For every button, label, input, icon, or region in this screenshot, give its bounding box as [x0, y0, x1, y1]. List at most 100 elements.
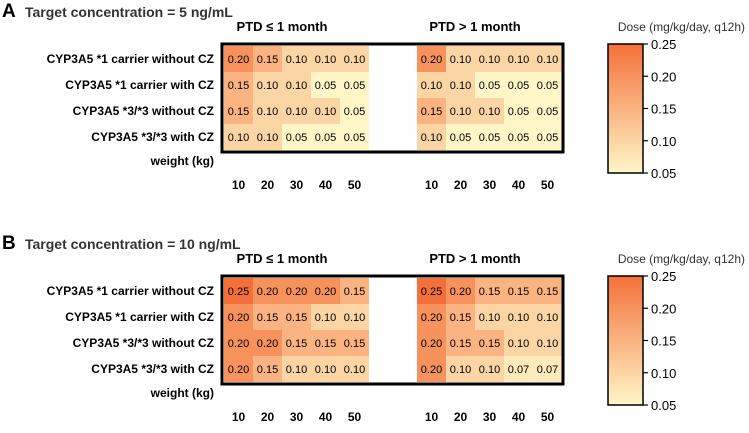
- cell-value-label: 0.10: [537, 54, 558, 66]
- cell-value-label: 0.07: [508, 364, 529, 376]
- cell-value-label: 0.10: [508, 312, 529, 324]
- cell-value-label: 0.05: [315, 80, 336, 92]
- x-tick-label: 30: [483, 410, 497, 424]
- colorbar-tick-label: 0.15: [651, 334, 676, 349]
- cell-value-label: 0.10: [479, 364, 500, 376]
- x-tick-label: 50: [348, 178, 362, 192]
- row-label: CYP3A5 *1 carrier without CZ: [47, 284, 214, 298]
- cell-value-label: 0.05: [344, 132, 365, 144]
- x-axis-label: weight (kg): [150, 386, 214, 400]
- colorbar-label: Dose (mg/kg/day, q12h): [618, 252, 745, 266]
- heatmap-cell: [446, 46, 475, 72]
- row-label: CYP3A5 *3/*3 with CZ: [91, 130, 214, 144]
- heatmap-cell: [475, 304, 504, 330]
- heatmap-cell: [533, 72, 562, 98]
- cell-value-label: 0.10: [286, 80, 307, 92]
- heatmap-cell: [504, 304, 533, 330]
- x-tick-label: 10: [425, 410, 439, 424]
- colorbar-tick-label: 0.15: [651, 102, 676, 117]
- cell-value-label: 0.10: [479, 106, 500, 118]
- cell-value-label: 0.15: [479, 338, 500, 350]
- heatmap-cell: [533, 46, 562, 72]
- row-label: CYP3A5 *1 carrier with CZ: [65, 78, 214, 92]
- cell-value-label: 0.05: [344, 80, 365, 92]
- cell-value-label: 0.05: [508, 132, 529, 144]
- heatmap-cell: [340, 356, 369, 382]
- cell-value-label: 0.10: [344, 312, 365, 324]
- cell-value-label: 0.25: [228, 286, 249, 298]
- cell-value-label: 0.10: [508, 54, 529, 66]
- heatmap-cell: [504, 98, 533, 124]
- heatmap-cell: [446, 356, 475, 382]
- cell-value-label: 0.20: [257, 286, 278, 298]
- heatmap-cell: [311, 304, 340, 330]
- x-tick-label: 30: [290, 178, 304, 192]
- heatmap-cell: [504, 356, 533, 382]
- cell-value-label: 0.15: [257, 364, 278, 376]
- heatmap-cell: [504, 278, 533, 304]
- heatmap-cell: [311, 330, 340, 356]
- heatmap-cell: [533, 124, 562, 150]
- heatmap-cell: [504, 46, 533, 72]
- heatmap-cell: [504, 330, 533, 356]
- heatmap-cell: [475, 72, 504, 98]
- heatmap-cell: [533, 98, 562, 124]
- colorbar-tick-label: 0.05: [651, 166, 676, 181]
- row-label: CYP3A5 *3/*3 with CZ: [91, 362, 214, 376]
- cell-value-label: 0.07: [537, 364, 558, 376]
- x-axis-label: weight (kg): [150, 154, 214, 168]
- heatmap-cell: [475, 330, 504, 356]
- row-label: CYP3A5 *3/*3 without CZ: [73, 336, 214, 350]
- heatmap-cell: [224, 124, 253, 150]
- heatmap-cell: [446, 278, 475, 304]
- heatmap-cell: [504, 124, 533, 150]
- heatmap-border: [220, 42, 565, 154]
- cell-value-label: 0.10: [537, 338, 558, 350]
- heatmap-cell: [282, 330, 311, 356]
- x-tick-label: 20: [454, 178, 468, 192]
- heatmap-cell: [533, 278, 562, 304]
- cell-value-label: 0.15: [421, 106, 442, 118]
- group-header: PTD ≤ 1 month: [237, 251, 328, 266]
- heatmap-cell: [282, 356, 311, 382]
- cell-value-label: 0.15: [286, 312, 307, 324]
- heatmap-cell: [417, 46, 446, 72]
- heatmap-cell: [475, 124, 504, 150]
- colorbar-tick-label: 0.20: [651, 301, 676, 316]
- cell-value-label: 0.15: [286, 338, 307, 350]
- cell-value-label: 0.10: [479, 312, 500, 324]
- x-tick-label: 20: [261, 178, 275, 192]
- heatmap-cell: [282, 278, 311, 304]
- heatmap-cell: [311, 356, 340, 382]
- cell-value-label: 0.15: [508, 286, 529, 298]
- heatmap-cell: [533, 304, 562, 330]
- x-tick-label: 20: [261, 410, 275, 424]
- colorbar: [607, 275, 644, 406]
- row-label: CYP3A5 *3/*3 without CZ: [73, 104, 214, 118]
- x-tick-label: 10: [232, 178, 246, 192]
- heatmap-cell: [311, 72, 340, 98]
- cell-value-label: 0.05: [450, 132, 471, 144]
- x-tick-label: 30: [483, 178, 497, 192]
- colorbar-tick-label: 0.20: [651, 69, 676, 84]
- x-tick-label: 30: [290, 410, 304, 424]
- heatmap-cell: [311, 98, 340, 124]
- heatmap-cell: [533, 356, 562, 382]
- cell-value-label: 0.05: [537, 132, 558, 144]
- heatmap-cell: [417, 72, 446, 98]
- cell-value-label: 0.10: [257, 80, 278, 92]
- heatmap-cell: [311, 124, 340, 150]
- heatmap-cell: [340, 330, 369, 356]
- cell-value-label: 0.15: [450, 312, 471, 324]
- heatmap-cell: [253, 72, 282, 98]
- colorbar: [607, 43, 644, 174]
- row-label: CYP3A5 *1 carrier without CZ: [47, 52, 214, 66]
- heatmap-cell: [224, 98, 253, 124]
- heatmap-cell: [475, 98, 504, 124]
- heatmap-cell: [417, 278, 446, 304]
- panel-a: A Target concentration = 5 ng/mL PTD ≤ 1 m…: [2, 1, 745, 192]
- cell-value-label: 0.15: [228, 106, 249, 118]
- x-tick-label: 40: [512, 410, 526, 424]
